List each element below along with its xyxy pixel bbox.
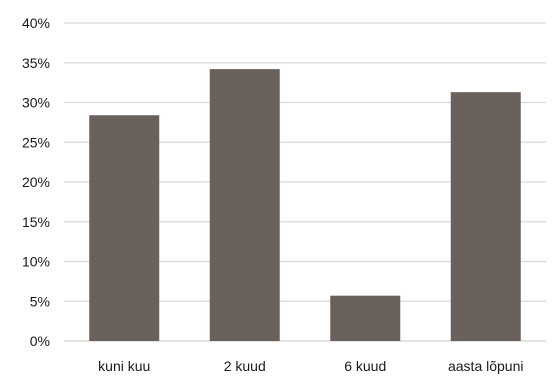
- bar: [330, 295, 401, 341]
- x-axis-category-labels: kuni kuu 2 kuud 6 kuud aasta lõpuni: [98, 358, 523, 374]
- y-axis-tick-labels: 0% 5% 10% 15% 20% 25% 30% 35% 40%: [22, 15, 50, 349]
- y-tick-label: 20%: [22, 174, 50, 190]
- bar: [89, 115, 160, 341]
- bar: [450, 92, 521, 341]
- x-category-label: kuni kuu: [98, 358, 150, 374]
- y-tick-label: 5%: [30, 293, 50, 309]
- x-category-label: 6 kuud: [344, 358, 386, 374]
- x-category-label: 2 kuud: [224, 358, 266, 374]
- y-tick-label: 15%: [22, 214, 50, 230]
- y-tick-label: 35%: [22, 55, 50, 71]
- y-tick-label: 25%: [22, 134, 50, 150]
- bars: [89, 69, 521, 342]
- y-tick-label: 0%: [30, 333, 50, 349]
- x-category-label: aasta lõpuni: [448, 358, 524, 374]
- bar: [209, 69, 280, 342]
- y-tick-label: 40%: [22, 15, 50, 31]
- y-tick-label: 30%: [22, 95, 50, 111]
- y-tick-label: 10%: [22, 254, 50, 270]
